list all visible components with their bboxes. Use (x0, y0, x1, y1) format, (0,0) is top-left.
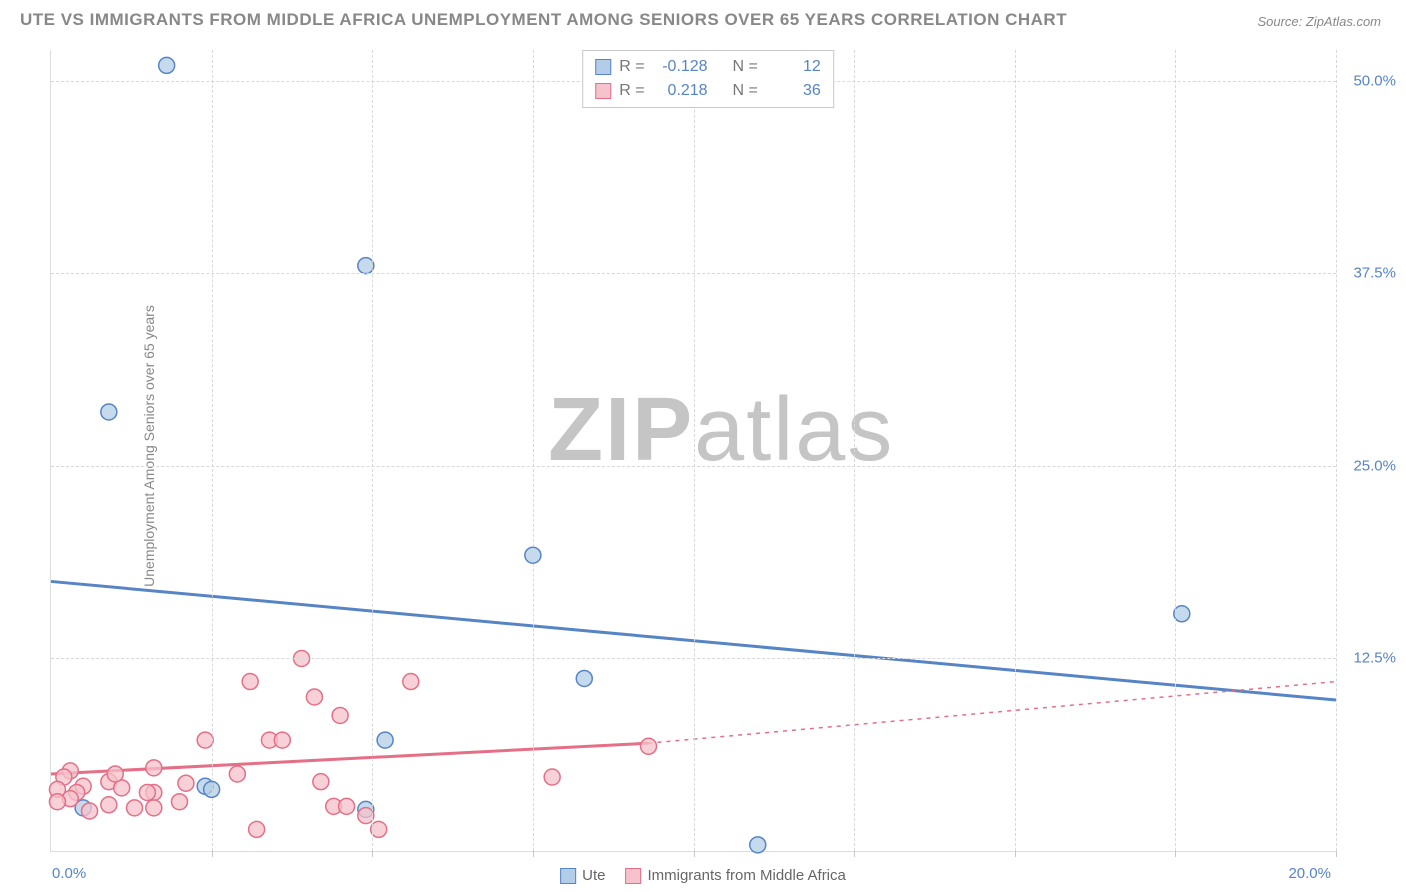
point-immigrants (107, 766, 123, 782)
y-tick-label: 25.0% (1353, 457, 1396, 474)
trend-immigrants (51, 743, 649, 774)
grid-v (1015, 50, 1016, 851)
point-immigrants (146, 800, 162, 816)
point-immigrants (249, 821, 265, 837)
point-immigrants (82, 803, 98, 819)
y-tick-label: 37.5% (1353, 265, 1396, 282)
tick-mark-x (533, 851, 534, 857)
point-immigrants (229, 766, 245, 782)
x-tick-max: 20.0% (1288, 865, 1331, 882)
point-ute (750, 837, 766, 853)
swatch-blue-icon (560, 868, 576, 884)
trend-ext-immigrants (649, 682, 1336, 744)
point-immigrants (242, 674, 258, 690)
point-ute (159, 57, 175, 73)
point-immigrants (49, 794, 65, 810)
tick-mark-x (694, 851, 695, 857)
y-tick-label: 12.5% (1353, 650, 1396, 667)
point-immigrants (339, 798, 355, 814)
x-tick-min: 0.0% (52, 865, 86, 882)
chart-title: UTE VS IMMIGRANTS FROM MIDDLE AFRICA UNE… (20, 10, 1067, 29)
grid-v (854, 50, 855, 851)
stats-row-immigrants: R = 0.218 N = 36 (595, 79, 821, 103)
y-tick-label: 50.0% (1353, 72, 1396, 89)
legend: Ute Immigrants from Middle Africa (560, 867, 846, 884)
tick-mark-x (1175, 851, 1176, 857)
stats-box: R = -0.128 N = 12 R = 0.218 N = 36 (582, 50, 834, 108)
point-immigrants (306, 689, 322, 705)
tick-mark-x (212, 851, 213, 857)
grid-v (212, 50, 213, 851)
grid-v (1336, 50, 1337, 851)
point-ute (377, 732, 393, 748)
point-immigrants (127, 800, 143, 816)
point-immigrants (172, 794, 188, 810)
point-ute (101, 404, 117, 420)
grid-v (372, 50, 373, 851)
stats-row-ute: R = -0.128 N = 12 (595, 55, 821, 79)
swatch-pink-icon (625, 868, 641, 884)
plot-wrap: ZIPatlas (50, 50, 1336, 852)
grid-v (1175, 50, 1176, 851)
point-immigrants (178, 775, 194, 791)
legend-item-immigrants: Immigrants from Middle Africa (625, 867, 845, 884)
point-immigrants (313, 774, 329, 790)
swatch-pink-icon (595, 83, 611, 99)
point-immigrants (146, 760, 162, 776)
point-immigrants (139, 784, 155, 800)
grid-v (694, 50, 695, 851)
legend-item-ute: Ute (560, 867, 605, 884)
point-immigrants (403, 674, 419, 690)
tick-mark-x (372, 851, 373, 857)
point-immigrants (641, 738, 657, 754)
point-immigrants (101, 797, 117, 813)
tick-mark-x (854, 851, 855, 857)
grid-v (533, 50, 534, 851)
source-label: Source: ZipAtlas.com (1257, 14, 1381, 29)
swatch-blue-icon (595, 59, 611, 75)
point-immigrants (332, 707, 348, 723)
point-immigrants (274, 732, 290, 748)
plot-area: ZIPatlas (50, 50, 1336, 852)
point-immigrants (544, 769, 560, 785)
tick-mark-x (1336, 851, 1337, 857)
tick-mark-x (1015, 851, 1016, 857)
point-ute (576, 670, 592, 686)
